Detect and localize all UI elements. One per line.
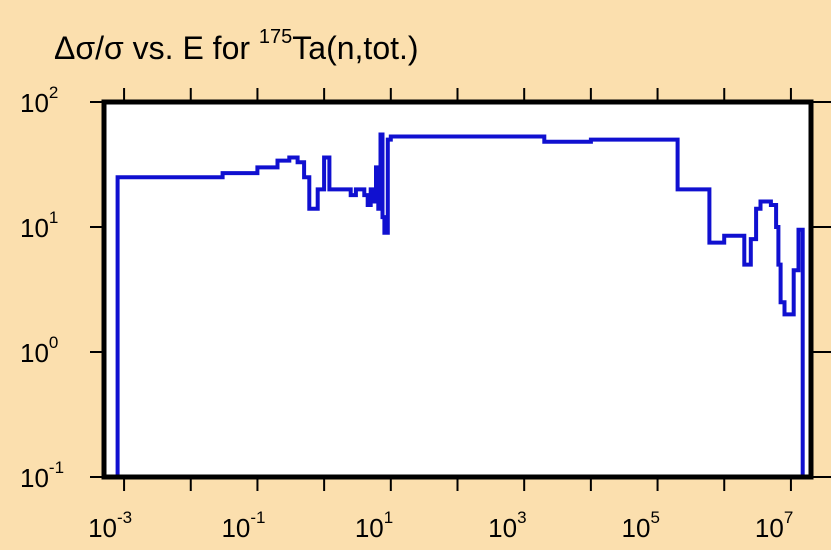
chart-title-prefix: Δσ/σ vs. E for <box>54 30 259 66</box>
x-tick-base: 10 <box>88 513 117 543</box>
x-tick-exponent: -1 <box>250 508 265 527</box>
series-line-0 <box>115 132 805 477</box>
x-tick-base: 10 <box>755 513 784 543</box>
y-tick-exponent: 1 <box>49 208 58 227</box>
y-tick-label: 102 <box>20 83 58 118</box>
x-tick-label: 101 <box>355 508 393 543</box>
y-tick-label: 100 <box>20 333 58 368</box>
y-tick-base: 10 <box>20 338 49 368</box>
x-tick-exponent: 5 <box>650 508 659 527</box>
x-tick-base: 10 <box>221 513 250 543</box>
y-tick-label: 101 <box>20 208 58 243</box>
x-tick-label: 105 <box>622 508 660 543</box>
plot-area <box>104 102 811 477</box>
chart-title: Δσ/σ vs. E for 175Ta(n,tot.) <box>54 26 419 67</box>
plot-frame <box>101 99 814 480</box>
x-tick-base: 10 <box>622 513 651 543</box>
y-tick-label: 10-1 <box>20 458 64 493</box>
chart-title-suffix: Ta(n,tot.) <box>292 30 419 66</box>
chart-title-superscript: 175 <box>258 26 293 49</box>
x-tick-exponent: -3 <box>117 508 132 527</box>
x-tick-exponent: 3 <box>517 508 526 527</box>
plot-background-group <box>104 102 811 477</box>
x-tick-base: 10 <box>355 513 384 543</box>
frame-layer <box>101 99 814 480</box>
y-tick-base: 10 <box>20 88 49 118</box>
y-tick-base: 10 <box>20 213 49 243</box>
x-tick-label: 107 <box>755 508 793 543</box>
x-ticks-group: 10-3 10-1 101 103 105 107 <box>88 88 793 543</box>
x-tick-base: 10 <box>488 513 517 543</box>
y-tick-exponent: 2 <box>49 83 58 102</box>
x-tick-label: 103 <box>488 508 526 543</box>
y-tick-base: 10 <box>20 463 49 493</box>
x-tick-exponent: 7 <box>784 508 793 527</box>
y-tick-exponent: -1 <box>49 458 64 477</box>
y-tick-exponent: 0 <box>49 333 58 352</box>
x-tick-label: 10-1 <box>221 508 265 543</box>
x-tick-exponent: 1 <box>384 508 393 527</box>
x-tick-label: 10-3 <box>88 508 132 543</box>
series-layer <box>115 132 805 477</box>
